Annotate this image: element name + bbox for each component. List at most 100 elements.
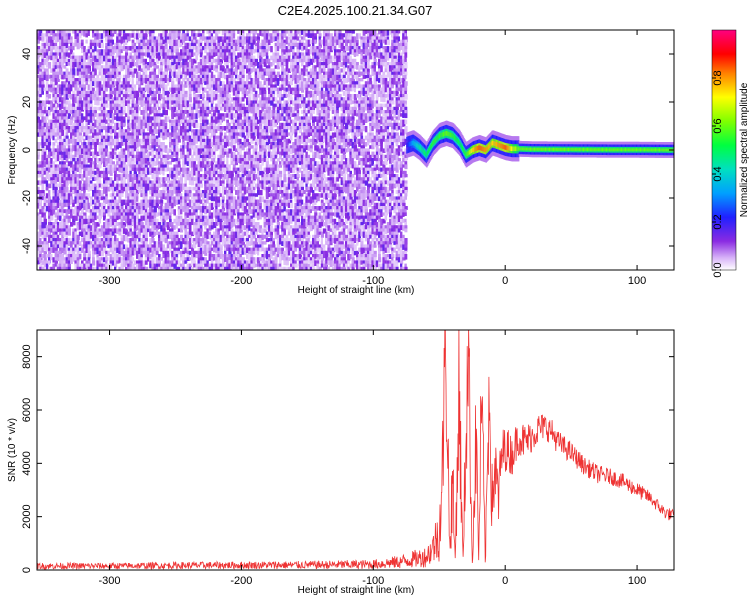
noise-cell [74,42,78,47]
noise-cell [213,52,216,57]
noise-cell [140,215,143,222]
noise-cell [136,46,139,52]
noise-cell [226,97,230,101]
noise-cell [155,42,159,47]
noise-cell [45,254,49,258]
noise-cell [56,62,60,67]
noise-cell [94,228,98,234]
noise-cell [70,250,73,255]
noise-cell [210,62,214,67]
noise-cell [221,212,224,217]
noise-cell [162,39,166,44]
noise-cell [129,212,133,218]
noise-cell [149,196,152,201]
noise-cell [147,202,150,208]
noise-cell [105,254,108,260]
noise-cell [226,228,229,234]
noise-cell [221,46,225,51]
noise-cell [193,257,196,262]
noise-cell [226,158,229,163]
noise-cell [219,254,222,260]
noise-cell [85,151,89,158]
noise-cell [61,254,64,261]
noise-cell [217,110,220,114]
noise-cell [217,78,221,82]
noise-cell [153,106,157,112]
noise-cell [224,135,228,142]
noise-cell [217,49,221,56]
noise-cell [219,142,223,149]
noise-cell [63,266,67,270]
noise-cell [186,186,190,192]
noise-cell [230,87,234,92]
noise-cell [65,174,68,180]
noise-cell [147,215,151,222]
noise-cell [111,180,115,184]
noise-cell [191,65,194,71]
noise-cell [78,42,83,48]
noise-cell [118,65,122,72]
noise-cell [202,46,206,51]
noise-cell [39,174,43,178]
noise-cell [180,55,183,61]
noise-cell [160,158,164,165]
noise-cell [138,266,141,270]
noise-cell [169,39,172,45]
noise-cell [144,122,148,129]
noise-cell [116,94,120,100]
noise-cell [83,52,87,59]
noise-cell [175,90,179,95]
noise-cell [72,65,75,71]
noise-cell [76,266,80,270]
noise-cell [199,138,203,146]
noise-cell [63,228,67,232]
noise-cell [54,78,58,86]
noise-cell [235,84,238,91]
noise-cell [166,33,170,40]
noise-cell [206,209,209,213]
noise-cell [72,142,76,147]
noise-cell [213,58,216,63]
noise-cell [116,180,119,186]
noise-cell [191,202,194,207]
noise-cell [215,145,219,152]
noise-cell [74,254,77,258]
noise-cell [52,84,56,90]
noise-cell [160,148,163,152]
noise-cell [162,46,166,50]
noise-cell [94,215,97,221]
noise-cell [230,209,234,213]
noise-cell [144,30,148,34]
noise-cell [142,266,146,270]
noise-cell [76,100,80,104]
noise-cell [142,65,146,71]
noise-cell [160,164,163,169]
noise-cell [188,106,192,113]
noise-cell [210,212,214,220]
noise-cell [142,250,146,255]
noise-cell [219,209,223,215]
noise-cell [199,84,204,90]
noise-cell [100,196,104,201]
noise-cell [144,241,148,246]
noise-cell [87,202,91,210]
noise-cell [133,129,138,134]
noise-cell [193,209,197,216]
noise-cell [188,186,192,191]
noise-cell [151,161,154,168]
noise-cell [182,33,185,39]
noise-cell [175,190,178,195]
noise-cell [136,33,139,40]
noise-cell [136,151,139,157]
noise-cell [109,103,113,108]
noise-cell [208,62,212,67]
noise-cell [136,250,140,256]
noise-cell [120,154,124,161]
noise-cell [191,177,194,181]
noise-cell [41,234,45,239]
noise-cell [54,113,58,118]
noise-cell [103,81,106,88]
noise-cell [173,142,176,147]
noise-cell [215,202,218,207]
noise-cell [204,62,207,67]
